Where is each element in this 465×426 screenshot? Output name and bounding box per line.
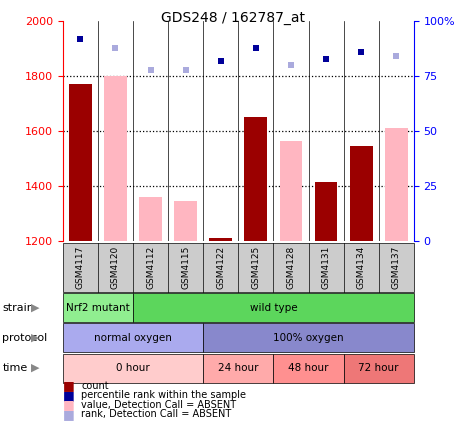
Text: time: time: [2, 363, 27, 373]
Text: 72 hour: 72 hour: [359, 363, 399, 373]
Text: ■: ■: [63, 398, 74, 411]
Text: GSM4122: GSM4122: [216, 246, 225, 289]
Text: GSM4131: GSM4131: [322, 246, 331, 289]
Text: percentile rank within the sample: percentile rank within the sample: [81, 390, 246, 400]
Text: GSM4117: GSM4117: [76, 246, 85, 289]
Text: 100% oxygen: 100% oxygen: [273, 333, 344, 343]
Bar: [279, 141, 302, 241]
Text: 48 hour: 48 hour: [288, 363, 329, 373]
Bar: [350, 146, 372, 241]
Text: strain: strain: [2, 302, 34, 313]
Text: GDS248 / 162787_at: GDS248 / 162787_at: [160, 11, 305, 25]
Text: GSM4112: GSM4112: [146, 246, 155, 289]
Bar: [69, 84, 92, 241]
Bar: [245, 117, 267, 241]
Bar: [104, 76, 127, 241]
Text: rank, Detection Call = ABSENT: rank, Detection Call = ABSENT: [81, 409, 232, 419]
Text: ▶: ▶: [31, 302, 39, 313]
Text: GSM4125: GSM4125: [252, 246, 260, 289]
Text: GSM4128: GSM4128: [286, 246, 295, 289]
Text: GSM4134: GSM4134: [357, 246, 365, 289]
Bar: [174, 201, 197, 241]
Text: GSM4115: GSM4115: [181, 246, 190, 289]
Text: ■: ■: [63, 408, 74, 420]
Text: normal oxygen: normal oxygen: [94, 333, 172, 343]
Text: protocol: protocol: [2, 333, 47, 343]
Text: ■: ■: [63, 389, 74, 402]
Text: 24 hour: 24 hour: [218, 363, 259, 373]
Text: 0 hour: 0 hour: [116, 363, 150, 373]
Text: Nrf2 mutant: Nrf2 mutant: [66, 302, 130, 313]
Text: GSM4120: GSM4120: [111, 246, 120, 289]
Text: ▶: ▶: [31, 333, 39, 343]
Text: GSM4137: GSM4137: [392, 246, 401, 289]
Bar: [385, 128, 408, 241]
Bar: [209, 238, 232, 241]
Text: ▶: ▶: [31, 363, 39, 373]
Text: ■: ■: [63, 380, 74, 392]
Text: count: count: [81, 381, 109, 391]
Bar: [315, 182, 338, 241]
Bar: [139, 197, 162, 241]
Text: value, Detection Call = ABSENT: value, Detection Call = ABSENT: [81, 400, 237, 410]
Text: wild type: wild type: [250, 302, 297, 313]
